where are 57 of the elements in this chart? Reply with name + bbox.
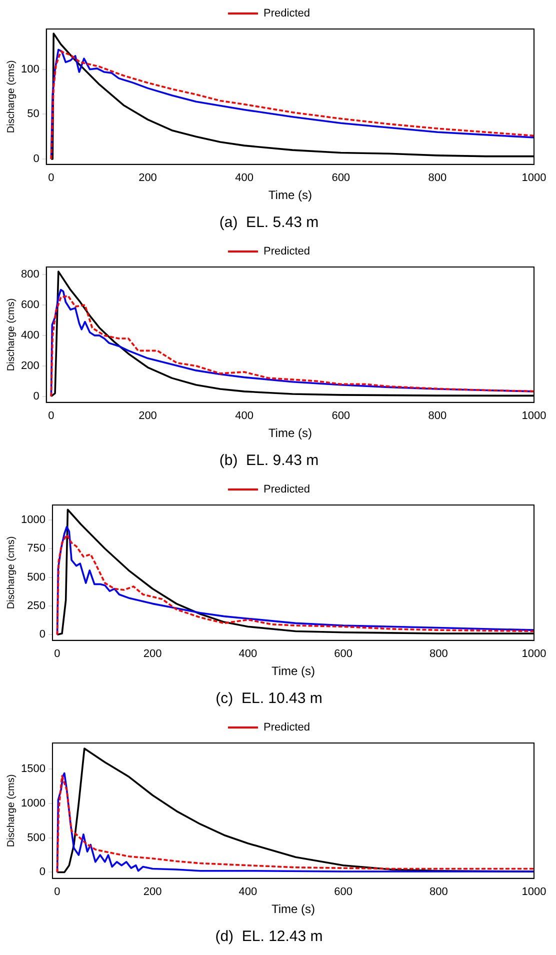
x-tick-label: 200 bbox=[143, 648, 162, 660]
x-tick-label: 0 bbox=[48, 172, 54, 184]
x-tick-label: 1000 bbox=[522, 172, 546, 184]
y-tick-label: 600 bbox=[20, 299, 40, 312]
x-tick-label: 800 bbox=[428, 172, 447, 184]
y-tick-label: 0 bbox=[39, 628, 46, 641]
y-tick-label: 250 bbox=[27, 600, 46, 612]
y-tick-label: 50 bbox=[27, 108, 40, 120]
x-tick-label: 1000 bbox=[522, 886, 546, 898]
x-tick-label: 1000 bbox=[522, 648, 546, 660]
x-tick-label: 800 bbox=[428, 410, 447, 422]
x-tick-label: 400 bbox=[235, 172, 254, 184]
x-tick-label: 400 bbox=[235, 410, 254, 422]
y-tick-label: 400 bbox=[20, 329, 40, 342]
x-tick-label: 200 bbox=[138, 410, 157, 422]
y-tick-label: 800 bbox=[20, 268, 40, 281]
legend-label: Predicted bbox=[264, 246, 310, 258]
y-tick-label: 1000 bbox=[20, 798, 46, 810]
y-axis-title: Discharge (cms) bbox=[6, 60, 17, 134]
x-tick-label: 800 bbox=[429, 648, 448, 660]
x-axis-title: Time (s) bbox=[268, 426, 312, 440]
y-tick-label: 750 bbox=[27, 542, 46, 555]
y-tick-label: 1500 bbox=[20, 763, 46, 776]
x-tick-label: 400 bbox=[238, 886, 258, 898]
x-axis-title: Time (s) bbox=[271, 664, 316, 678]
text: (a) EL. 5.43 m bbox=[219, 214, 319, 232]
x-tick-label: 600 bbox=[334, 886, 352, 898]
text: (b) EL. 9.43 m bbox=[219, 452, 319, 470]
text: (c) EL. 10.43 m bbox=[216, 690, 322, 708]
x-axis-title: Time (s) bbox=[268, 188, 312, 202]
y-tick-label: 0 bbox=[33, 153, 40, 166]
y-tick-label: 500 bbox=[27, 832, 46, 844]
y-tick-label: 100 bbox=[20, 63, 40, 76]
y-tick-label: 0 bbox=[39, 866, 46, 878]
x-tick-label: 800 bbox=[429, 886, 448, 898]
y-tick-label: 1000 bbox=[20, 514, 46, 526]
x-tick-label: 0 bbox=[54, 648, 60, 660]
x-tick-label: 200 bbox=[143, 886, 162, 898]
x-tick-label: 400 bbox=[238, 648, 258, 660]
y-axis-title: Discharge (cms) bbox=[6, 774, 17, 848]
y-axis-title: Discharge (cms) bbox=[6, 536, 17, 610]
y-axis-title: Discharge (cms) bbox=[6, 298, 17, 372]
x-tick-label: 600 bbox=[332, 410, 350, 422]
x-tick-label: 0 bbox=[54, 886, 60, 898]
x-tick-label: 600 bbox=[332, 172, 350, 184]
x-tick-label: 600 bbox=[334, 648, 352, 660]
legend-label: Predicted bbox=[264, 8, 310, 20]
x-tick-label: 0 bbox=[48, 410, 54, 422]
x-tick-label: 200 bbox=[138, 172, 157, 184]
x-axis-title: Time (s) bbox=[271, 902, 316, 916]
y-tick-label: 500 bbox=[27, 571, 46, 584]
legend-label: Predicted bbox=[264, 722, 310, 734]
legend-label: Predicted bbox=[264, 484, 310, 496]
text: (d) EL. 12.43 m bbox=[215, 928, 323, 946]
x-tick-label: 1000 bbox=[522, 410, 546, 422]
y-tick-label: 0 bbox=[33, 390, 40, 402]
y-tick-label: 200 bbox=[20, 360, 40, 372]
